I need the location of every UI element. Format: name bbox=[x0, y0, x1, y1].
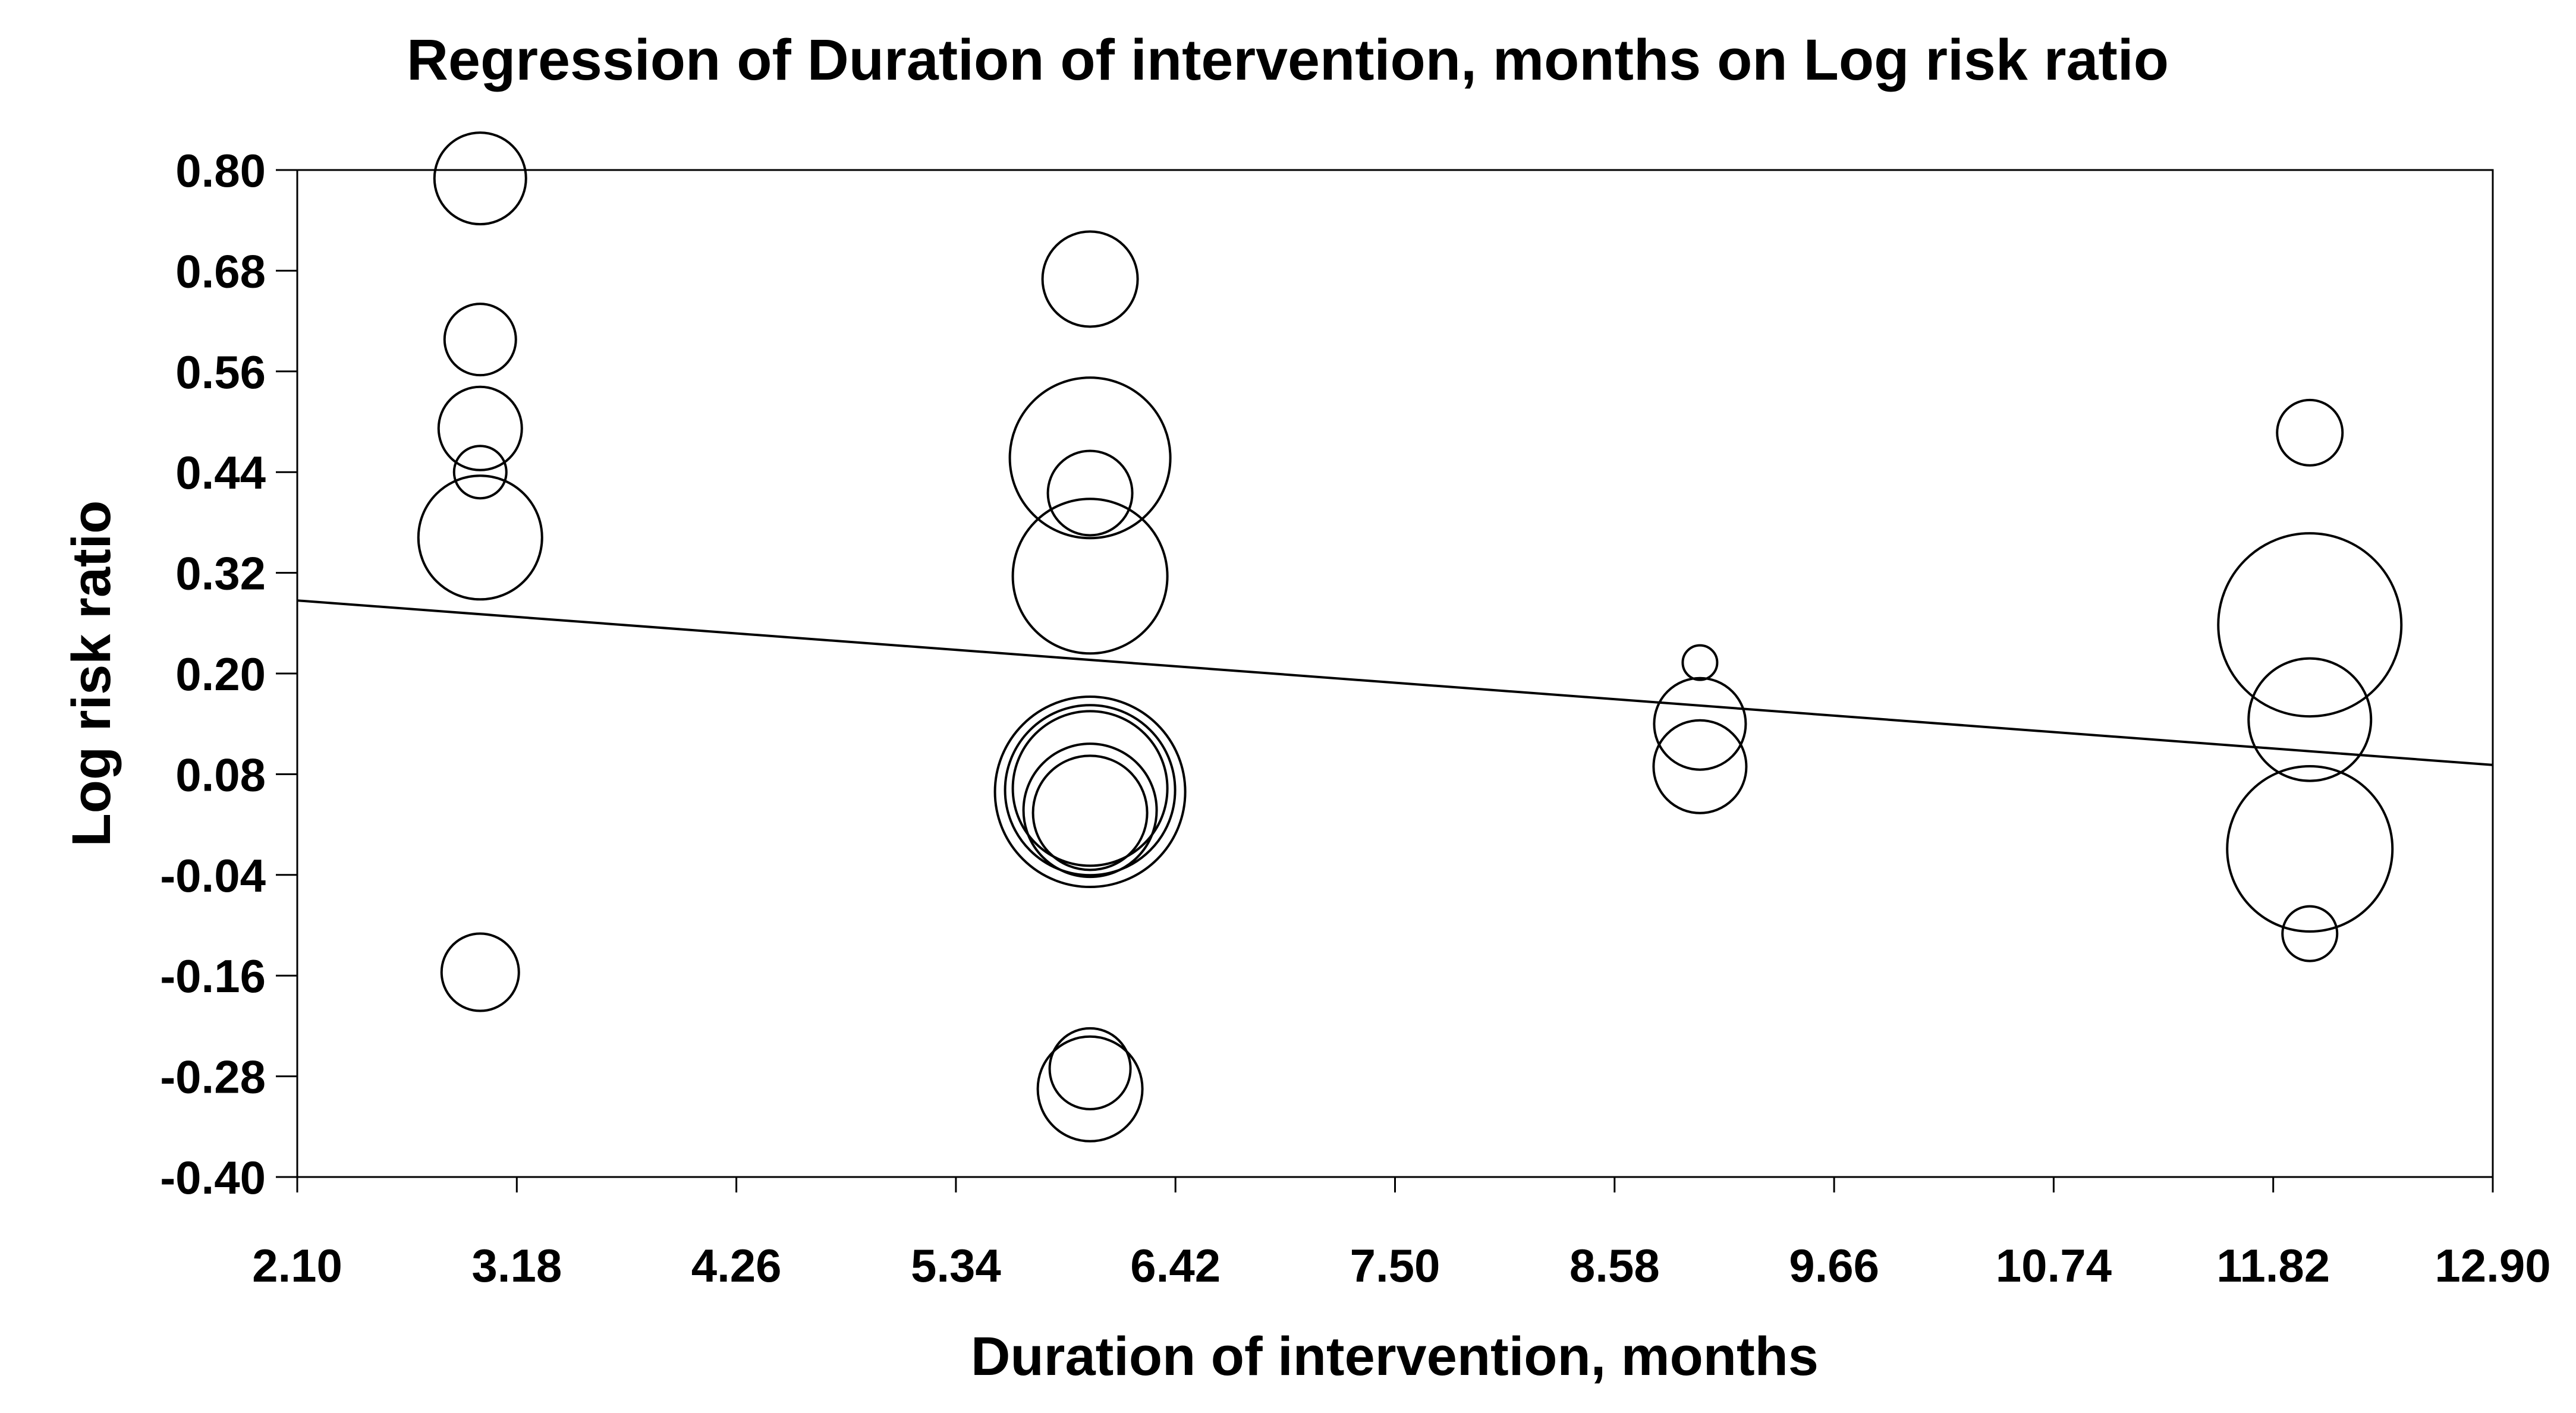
plot-frame bbox=[296, 169, 2494, 1178]
study-bubble bbox=[437, 385, 523, 471]
y-axis-title: Log risk ratio bbox=[61, 501, 122, 847]
x-tick-label: 8.58 bbox=[1569, 1239, 1660, 1292]
y-tick-label: -0.16 bbox=[160, 950, 266, 1002]
y-tick-label: 0.68 bbox=[175, 245, 266, 297]
y-axis-ticks: 0.80 0.68 0.56 0.44 0.32 0.20 0.08 -0.04 -0.16 -0… bbox=[160, 144, 297, 1204]
study-bubble bbox=[440, 932, 520, 1012]
y-tick-label: -0.28 bbox=[160, 1051, 266, 1103]
study-bubble bbox=[417, 474, 543, 601]
y-tick-label: 0.56 bbox=[175, 346, 266, 398]
y-tick-label: 0.20 bbox=[175, 648, 266, 700]
study-bubble bbox=[1022, 742, 1158, 879]
x-axis-title: Duration of intervention, months bbox=[971, 1326, 1819, 1387]
study-bubble bbox=[1046, 449, 1134, 537]
study-bubble bbox=[2217, 532, 2403, 718]
study-bubble bbox=[2281, 905, 2339, 962]
chart-title: Regression of Duration of intervention, … bbox=[407, 27, 2169, 92]
x-tick-label: 10.74 bbox=[1996, 1239, 2112, 1292]
y-tick-label: 0.44 bbox=[175, 446, 266, 499]
study-bubble bbox=[1653, 676, 1747, 771]
study-bubble bbox=[452, 445, 508, 500]
study-bubble bbox=[433, 131, 527, 226]
x-tick-label: 9.66 bbox=[1789, 1239, 1879, 1292]
x-tick-label: 11.82 bbox=[2216, 1239, 2330, 1292]
y-tick-label: 0.08 bbox=[175, 748, 266, 801]
y-tick-label: -0.04 bbox=[160, 849, 266, 902]
y-tick-label: 0.32 bbox=[175, 547, 266, 600]
y-tick-label: -0.40 bbox=[160, 1151, 266, 1204]
study-bubble bbox=[1048, 1027, 1132, 1110]
x-tick-label: 4.26 bbox=[691, 1239, 782, 1292]
study-bubble bbox=[2247, 657, 2373, 782]
study-bubble bbox=[2226, 765, 2394, 933]
study-bubble bbox=[1041, 230, 1139, 328]
x-tick-label: 5.34 bbox=[911, 1239, 1001, 1292]
study-bubble bbox=[2276, 398, 2344, 467]
study-bubble bbox=[1031, 754, 1149, 871]
study-bubble bbox=[1681, 644, 1719, 681]
study-bubble bbox=[1011, 710, 1169, 867]
study-bubble bbox=[1011, 498, 1169, 655]
x-tick-label: 7.50 bbox=[1350, 1239, 1440, 1292]
study-bubble bbox=[1652, 719, 1748, 814]
regression-line bbox=[297, 599, 2493, 766]
study-bubble bbox=[1008, 376, 1172, 540]
study-bubble bbox=[1004, 704, 1177, 877]
x-tick-label: 6.42 bbox=[1130, 1239, 1221, 1292]
bubbles-group bbox=[417, 131, 2403, 1143]
study-bubble bbox=[993, 696, 1187, 889]
study-bubble bbox=[1036, 1035, 1144, 1143]
x-axis-ticks: 2.10 3.18 4.26 5.34 6.42 7.50 8.58 9.66 10.74 11.… bbox=[252, 1177, 2551, 1292]
y-tick-label: 0.80 bbox=[175, 144, 266, 197]
study-bubble bbox=[443, 303, 517, 377]
x-tick-label: 3.18 bbox=[471, 1239, 562, 1292]
x-tick-label: 12.90 bbox=[2435, 1239, 2550, 1292]
x-tick-label: 2.10 bbox=[252, 1239, 342, 1292]
